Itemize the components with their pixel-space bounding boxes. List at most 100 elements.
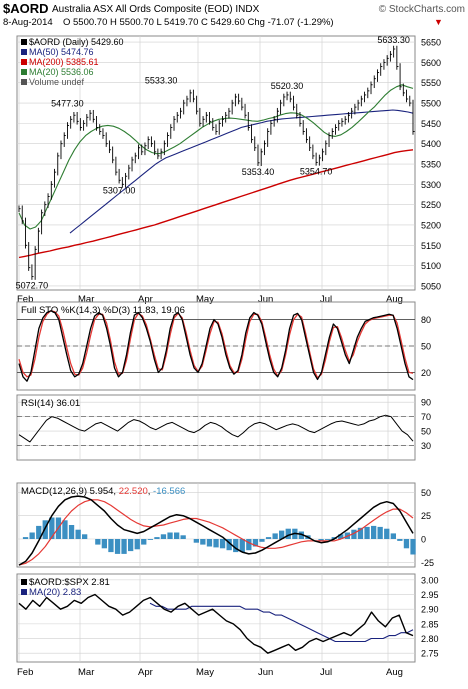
- price-x-tick-label: Apr: [138, 294, 153, 305]
- ratio-y-tick-label: 2.90: [421, 605, 439, 615]
- ratio-y-tick-label: 3.00: [421, 575, 439, 585]
- macd-histogram-bar: [68, 525, 75, 539]
- macd-histogram-bar: [226, 539, 232, 551]
- price-y-tick-label: 5550: [421, 78, 441, 88]
- macd-histogram-bar: [75, 529, 81, 539]
- price-legend-text: Volume undef: [29, 77, 85, 87]
- rsi-y-tick-label: 50: [421, 427, 431, 437]
- price-y-tick-label: 5600: [421, 58, 441, 68]
- date-label: 8-Aug-2014: [3, 17, 53, 28]
- macd-histogram-bar: [180, 535, 186, 539]
- header-area: $AORD Australia ASX All Ords Composite (…: [3, 1, 465, 28]
- price-y-tick-label: 5200: [421, 220, 441, 230]
- chg-down-arrow-icon: ▼: [434, 17, 443, 27]
- price-legend-text: MA(20) 5536.06: [29, 67, 94, 77]
- price-x-tick-label: Mar: [78, 294, 94, 305]
- macd-histogram-bar: [128, 539, 134, 552]
- ratio-x-tick-label: Jun: [258, 667, 273, 678]
- price-annotation-label: 5307.00: [103, 185, 136, 195]
- ma20-line: [18, 84, 414, 230]
- macd-signal-line: [18, 499, 414, 566]
- ohlc-legend-icon: [21, 39, 27, 45]
- macd-histogram-bar: [384, 528, 390, 539]
- ma50-line: [69, 109, 414, 234]
- line-legend-icon: [21, 69, 27, 75]
- price-annotation-label: 5633.30: [377, 35, 410, 45]
- macd-histogram-bar: [325, 539, 331, 540]
- price-panel-frame: [16, 35, 416, 291]
- macd-title-part: MACD(12,26,9): [21, 486, 90, 497]
- price-y-tick-label: 5300: [421, 180, 441, 190]
- macd-histogram-bar: [318, 539, 324, 541]
- price-legend-text: MA(50) 5474.76: [29, 47, 94, 57]
- macd-histogram-bar: [174, 532, 180, 539]
- sto-title: Full STO %K(14,3) %D(3) 11.83, 19.06: [21, 305, 185, 316]
- macd-y-tick-label: 50: [421, 488, 431, 498]
- macd-title-part: 5.954: [90, 486, 114, 497]
- macd-histogram-bar: [160, 534, 167, 539]
- macd-histogram-bar: [42, 520, 48, 539]
- macd-title-part: ,: [148, 486, 153, 497]
- macd-histogram-bar: [22, 537, 29, 539]
- ratio-y-tick-label: 2.95: [421, 590, 439, 600]
- macd-histogram-bar: [377, 526, 383, 539]
- rsi-title: RSI(14) 36.01: [21, 398, 80, 409]
- macd-histogram-bar: [49, 517, 55, 539]
- sto-y-tick-label: 50: [421, 342, 431, 352]
- macd-y-tick-label: 0: [421, 535, 426, 545]
- macd-histogram-bar: [206, 539, 213, 547]
- price-y-tick-label: 5400: [421, 139, 441, 149]
- macd-histogram-bar: [371, 525, 377, 539]
- price-y-tick-label: 5150: [421, 241, 441, 251]
- macd-histogram-bar: [219, 539, 226, 549]
- price-annotation-label: 5533.30: [145, 76, 178, 86]
- symbol-title: $AORD: [3, 1, 49, 16]
- rsi-panel-frame: [16, 394, 416, 461]
- price-legend-text: MA(200) 5385.61: [29, 57, 99, 67]
- ratio-x-tick-label: Apr: [138, 667, 153, 678]
- macd-title: MACD(12,26,9) 5.954, 22.520, -16.566: [21, 486, 185, 497]
- price-x-tick-label: Feb: [17, 294, 33, 305]
- rsi-y-tick-label: 90: [421, 398, 431, 408]
- ratio-y-tick-label: 2.80: [421, 634, 439, 644]
- price-x-tick-label: Aug: [386, 294, 403, 305]
- ratio-line: [18, 593, 414, 654]
- ratio-x-tick-label: Jul: [320, 667, 332, 678]
- macd-histogram-bar: [239, 539, 245, 553]
- price-annotation-label: 5353.40: [242, 167, 275, 177]
- quote-text: O 5500.70 H 5500.70 L 5419.70 C 5429.60 …: [63, 17, 334, 28]
- macd-histogram-bar: [265, 537, 272, 539]
- price-y-tick-label: 5350: [421, 160, 441, 170]
- macd-histogram-bar: [167, 532, 173, 539]
- price-y-tick-label: 5500: [421, 99, 441, 109]
- macd-histogram-bar: [147, 539, 153, 540]
- macd-histogram-bar: [357, 527, 364, 539]
- macd-histogram-bar: [252, 539, 259, 547]
- macd-histogram-bar: [272, 533, 278, 539]
- price-y-tick-label: 5250: [421, 200, 441, 210]
- macd-histogram-bar: [279, 530, 285, 539]
- macd-y-tick-label: 25: [421, 511, 431, 521]
- ratio-legend-text: $AORD:$SPX 2.81: [29, 577, 110, 588]
- ratio-ma20-line: [149, 602, 414, 643]
- ratio-y-tick-label: 2.75: [421, 649, 439, 659]
- macd-histogram-bar: [29, 532, 35, 539]
- macd-histogram-bar: [154, 537, 160, 539]
- macd-histogram-bar: [141, 539, 147, 545]
- macd-y-tick-label: -25: [421, 558, 434, 568]
- index-name: Australia ASX All Ords Composite (EOD) I…: [52, 4, 260, 15]
- price-x-tick-label: May: [196, 294, 214, 305]
- ma200-line: [18, 149, 414, 259]
- macd-line: [18, 495, 414, 566]
- macd-histogram-bar: [62, 520, 68, 539]
- macd-histogram-bar: [213, 539, 219, 548]
- ratio-legend-icon: [21, 589, 27, 595]
- macd-histogram-bar: [101, 539, 107, 549]
- macd-histogram-bar: [338, 534, 344, 539]
- macd-histogram-bar: [82, 534, 88, 539]
- sto-y-tick-label: 80: [421, 315, 431, 325]
- bars-legend-icon: [21, 79, 27, 85]
- price-annotation-label: 5477.30: [51, 98, 84, 108]
